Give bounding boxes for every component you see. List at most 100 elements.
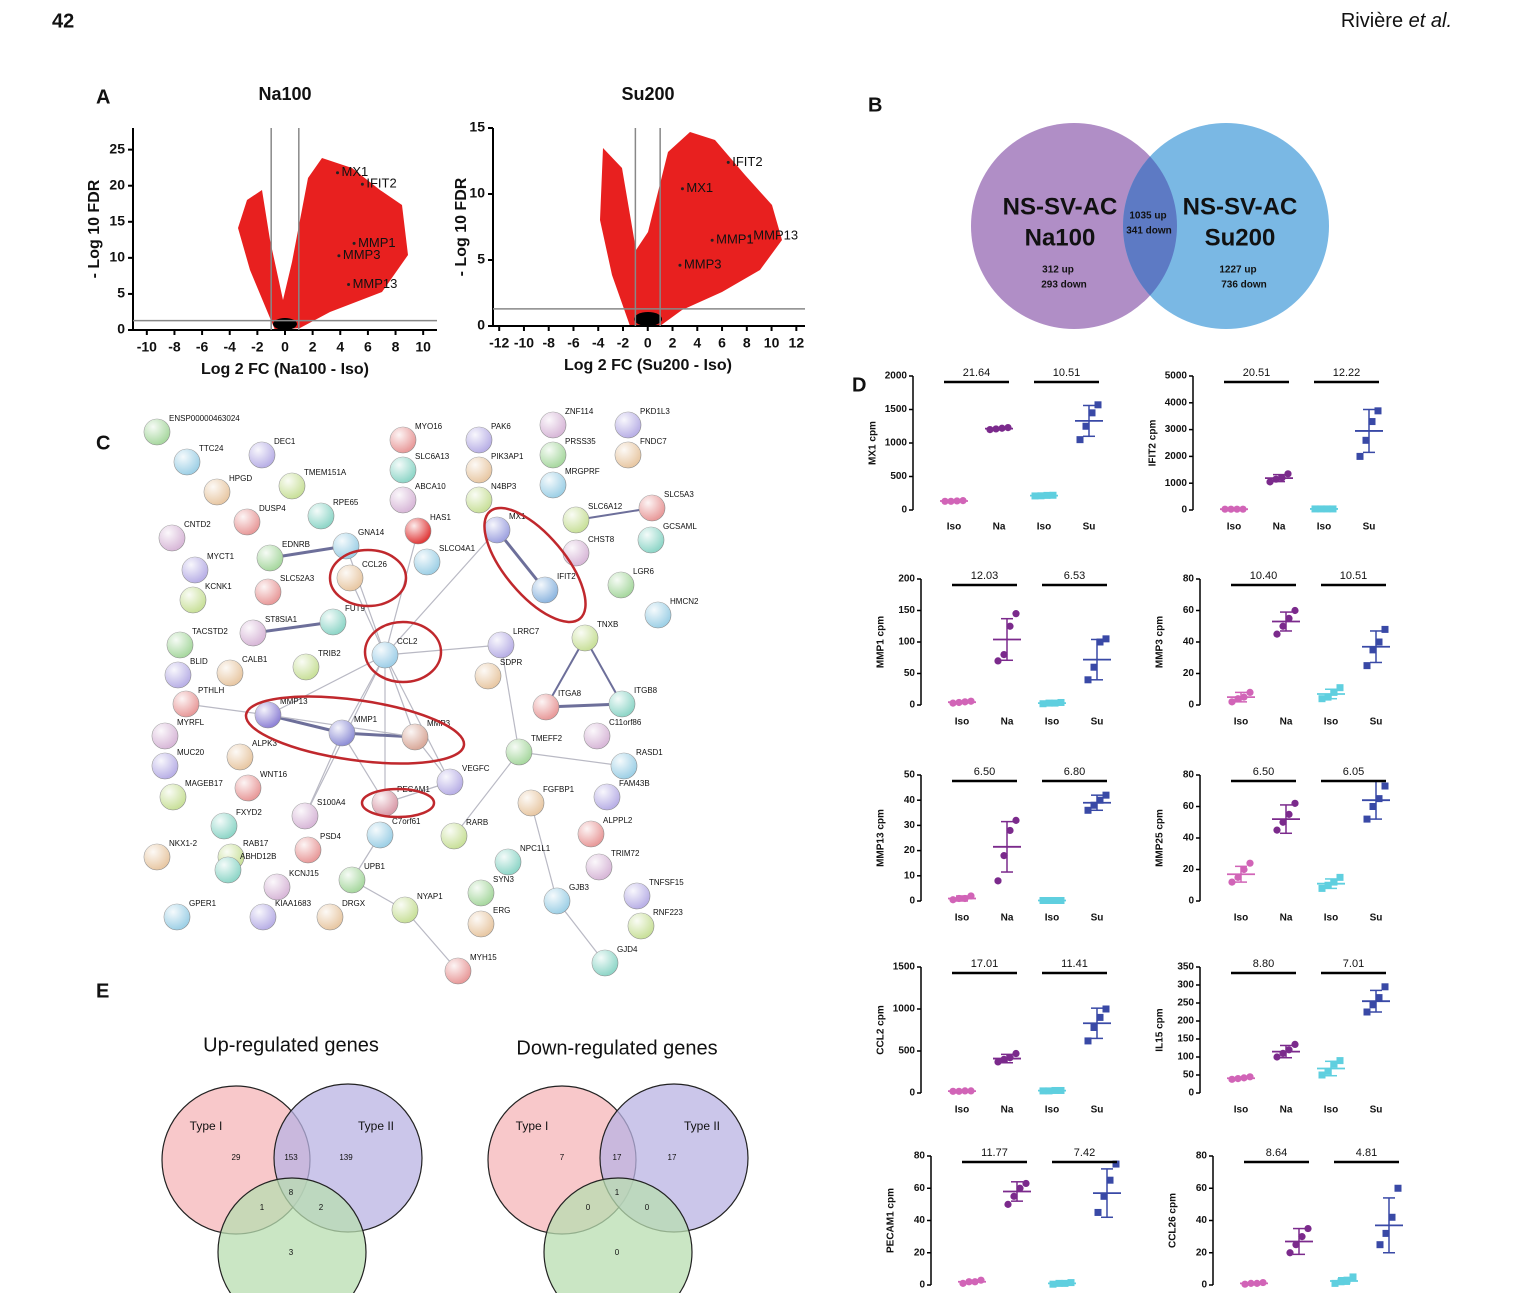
network-edge [384,529,498,656]
node-label: SLC5A3 [664,490,694,499]
node-label: WNT16 [260,770,288,779]
y-axis-label: MMP13 cpm [876,809,887,867]
node-label: SLC6A12 [588,502,623,511]
y-tick-label: 15 [469,119,485,135]
node-label: NYAP1 [417,892,443,901]
node-highlight [367,822,393,848]
data-point [1010,1192,1018,1200]
y-tick-label: 0 [909,1088,915,1099]
data-point [1388,1213,1396,1221]
venn-count: 8 [289,1188,294,1197]
author-suffix: et al. [1409,10,1452,32]
data-point [1291,799,1299,807]
node-label: CCL26 [362,560,387,569]
data-point [1369,803,1377,810]
panel-label: B [868,94,882,116]
data-point [1318,695,1326,703]
page-number: 42 [52,10,74,32]
y-tick-label: 5 [477,251,485,267]
data-point [1376,1241,1384,1249]
x-tick-label: -8 [168,339,181,355]
significance-label: 6.50 [974,766,995,778]
node-highlight [475,663,501,689]
data-point [1394,1184,1402,1192]
x-tick-label: Su [1370,913,1383,924]
node-label: TACSTD2 [192,627,228,636]
network-edge [518,751,625,767]
data-point [1330,1060,1338,1068]
y-tick-label: 0 [909,700,915,711]
venn-b: NS-SV-AC Na100 312 up 293 down 1035 up 3… [971,123,1329,329]
significance-label: 21.64 [963,367,991,379]
data-point [1240,865,1248,874]
node-highlight [264,874,290,900]
data-point [1374,407,1382,415]
node-label: CCL2 [397,637,418,646]
data-point [1285,614,1293,622]
node-highlight [540,412,566,438]
venn-count: 312 up [1042,265,1074,276]
node-highlight [563,540,589,566]
data-point [1286,1249,1294,1257]
node-label: SDPR [500,658,522,667]
data-point [1273,1053,1281,1061]
y-tick-label: 2000 [1165,451,1188,462]
x-axis-label: Log 2 FC (Na100 - Iso) [201,361,369,378]
y-tick-label: 60 [914,1183,926,1194]
node-label: ST8SIA1 [265,615,298,624]
y-tick-label: 0 [901,505,907,516]
node-label: ERG [493,906,510,915]
gene-point [747,234,751,238]
venn-count: 17 [613,1153,622,1162]
x-tick-label: Su [1370,717,1383,728]
data-point [977,1276,985,1284]
node-highlight [250,904,276,930]
data-point [1298,1233,1306,1241]
y-tick-label: 20 [914,1247,926,1258]
data-point [1381,782,1389,790]
node-label: PIK3AP1 [491,452,524,461]
node-label: N4BP3 [491,482,517,491]
data-point [949,896,957,904]
data-point [1088,409,1096,417]
node-highlight [639,495,665,521]
node-highlight [317,904,343,930]
node-highlight [240,620,266,646]
y-tick-label: 1000 [1165,478,1188,489]
highlight-ring [328,548,408,608]
node-label: FUT9 [345,604,366,613]
node-label: PTHLH [198,686,224,695]
gene-point [352,241,356,245]
author: Rivière [1341,10,1403,32]
data-point [1381,983,1389,991]
data-point [1331,1279,1339,1287]
node-label: KCNJ15 [289,869,319,878]
node-label: LGR6 [633,567,654,576]
node-label: HMCN2 [670,597,699,606]
data-point [1084,806,1092,814]
node-label: TMEM151A [304,468,347,477]
y-tick-label: 40 [904,795,916,806]
node-label: PSD4 [320,832,341,841]
network-edge [252,620,334,635]
network-edge [453,751,520,837]
significance-label: 10.51 [1053,367,1081,379]
node-highlight [165,662,191,688]
data-point [1375,795,1383,803]
x-tick-label: -10 [137,339,157,355]
node-label: FNDC7 [640,437,667,446]
data-point [1324,1067,1332,1075]
node-label: MYRFL [177,718,205,727]
gene-point [360,182,364,186]
gene-point [678,263,682,267]
node-label: KIAA1683 [275,899,312,908]
x-tick-label: Iso [1324,1105,1338,1116]
y-axis-label: PECAM1 cpm [886,1188,897,1253]
significance-label: 7.42 [1074,1147,1095,1159]
venn-name: Na100 [1025,224,1096,251]
highlight-ring [244,695,466,765]
node-label: DUSP4 [259,504,286,513]
node-highlight [320,609,346,635]
significance-label: 17.01 [971,958,999,970]
